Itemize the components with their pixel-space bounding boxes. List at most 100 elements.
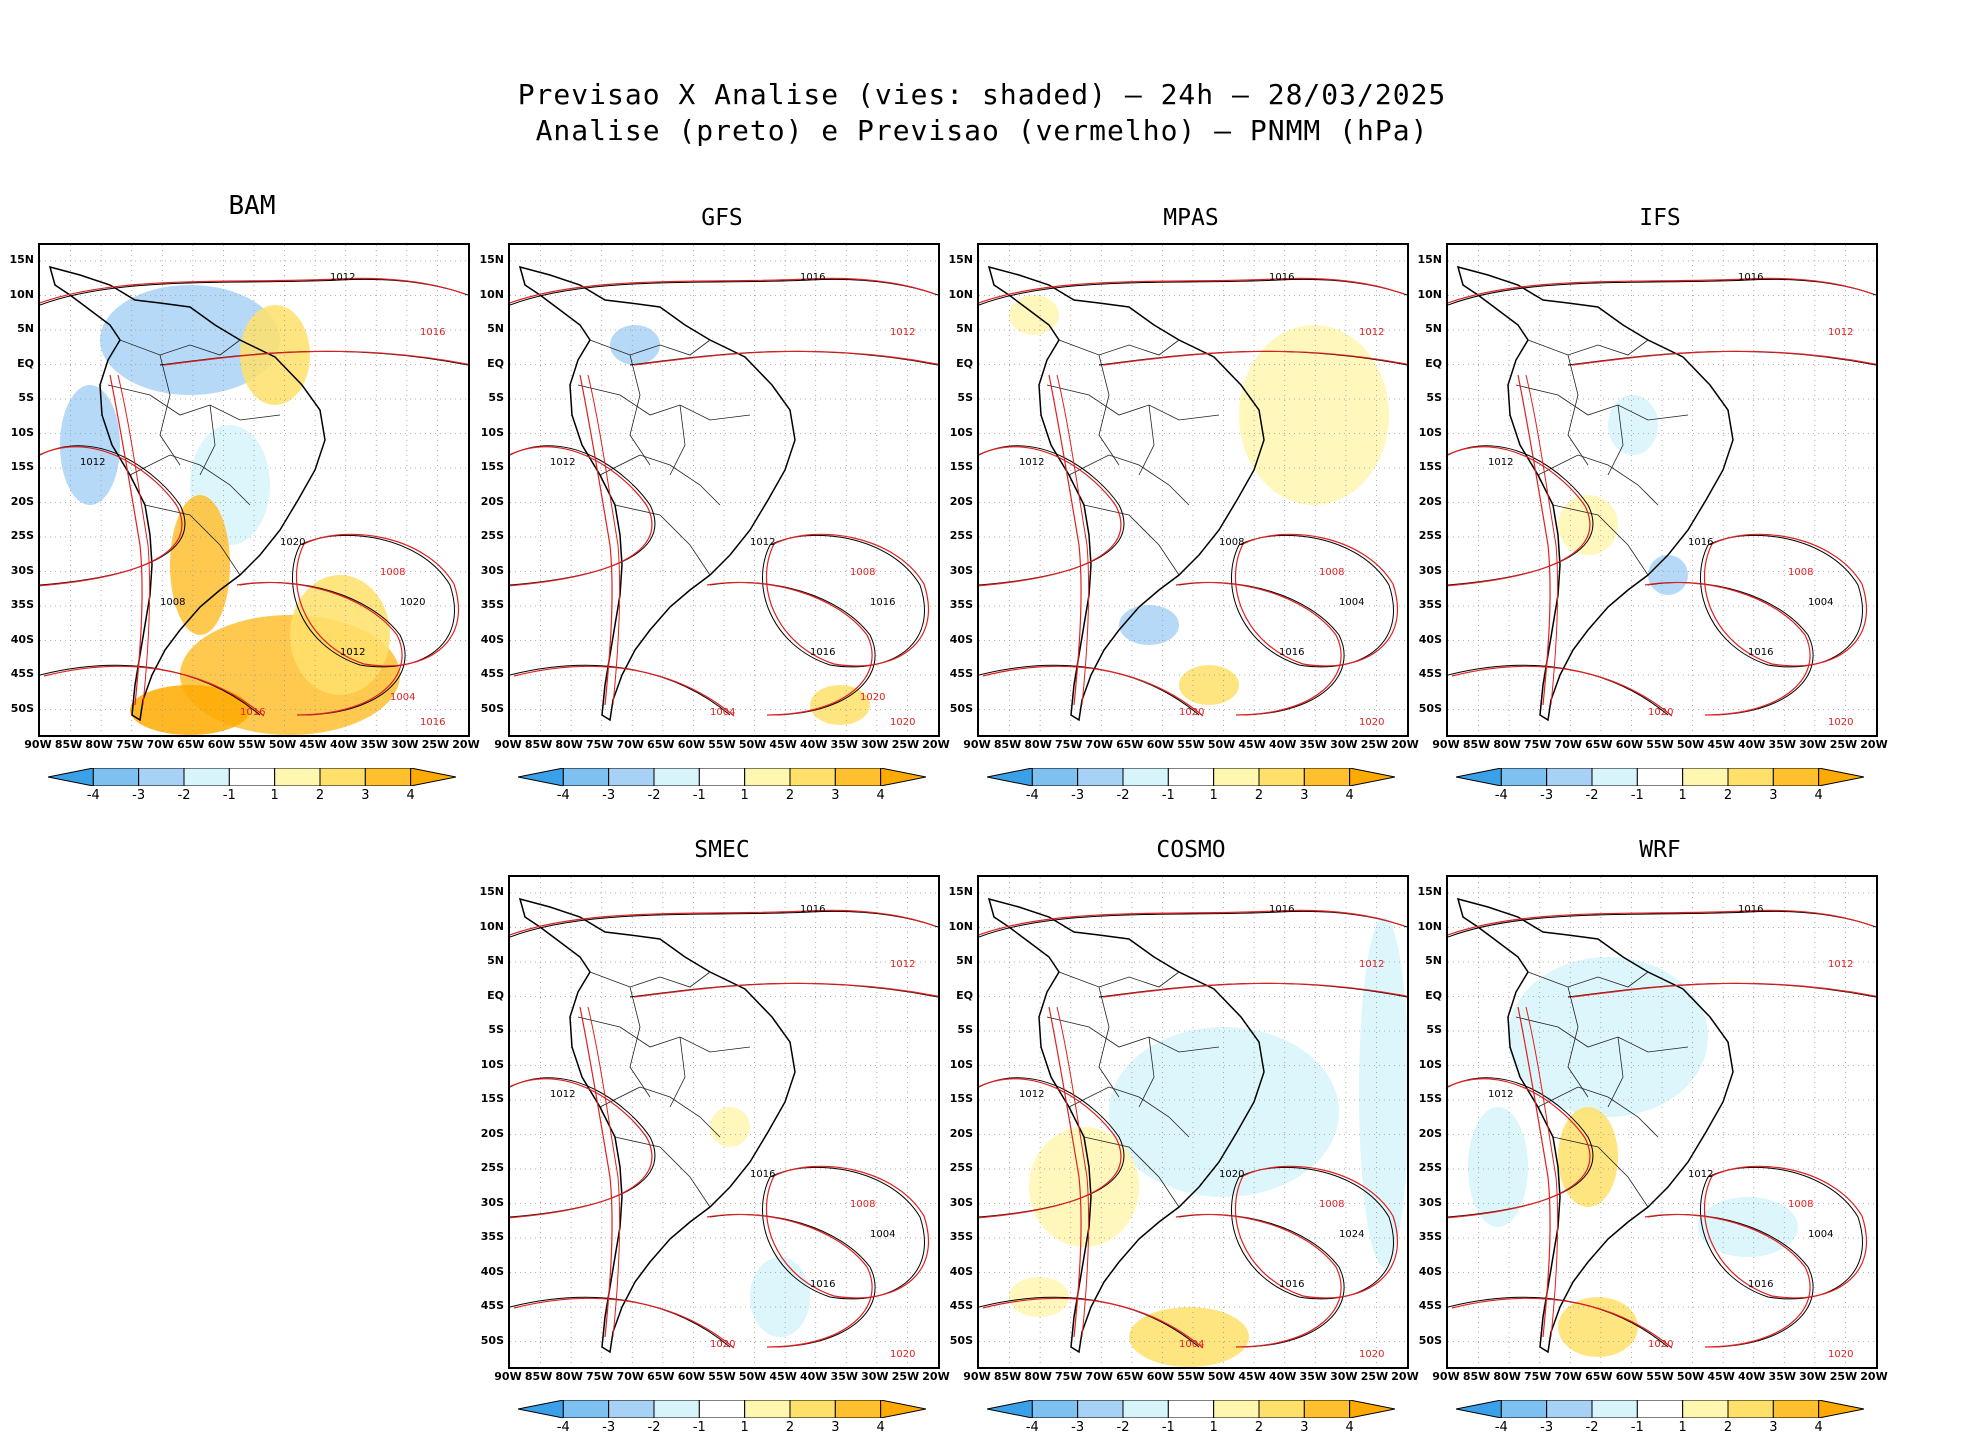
lon-tick-label: 45W: [299, 738, 327, 751]
lat-tick-label: 50S: [1418, 1333, 1442, 1347]
lat-tick-label: 15S: [10, 460, 34, 473]
isobar-label: 1020: [890, 1349, 915, 1360]
lat-tick-label: EQ: [956, 356, 973, 370]
lon-tick-label: 65W: [1116, 1370, 1144, 1383]
colorbar-label: 2: [1254, 1420, 1264, 1435]
lat-tick-label: 35S: [1418, 1230, 1442, 1243]
isobar-label: 1012: [1828, 327, 1853, 338]
lat-tick-label: 5S: [957, 1023, 973, 1036]
colorbar-swatch: [1303, 767, 1351, 787]
bias-shade: [1119, 605, 1179, 645]
lat-tick-label: 15N: [479, 885, 504, 898]
colorbar-swatch: [1818, 1399, 1865, 1419]
lat-tick-label: 20S: [10, 494, 34, 508]
colorbar-swatch: [1818, 767, 1865, 787]
colorbar-label: 2: [785, 788, 795, 803]
colorbar-swatch: [1727, 1399, 1774, 1419]
colorbar-swatch: [653, 1399, 700, 1419]
lon-tick-label: 45W: [1707, 1370, 1735, 1383]
lat-tick-label: 10S: [949, 1057, 973, 1071]
colorbar-label: 4: [1814, 788, 1823, 803]
figure-title-line-2: Analise (preto) e Previsao (vermelho) – …: [535, 114, 1429, 147]
isobar-label: 1012: [1359, 327, 1384, 338]
lon-tick-label: 75W: [115, 738, 144, 751]
bias-shade: [750, 1257, 810, 1337]
lat-tick-label: EQ: [487, 356, 504, 370]
lat-tick-label: 50S: [10, 701, 34, 715]
lon-tick-label: 35W: [1299, 1370, 1327, 1383]
lon-tick-label: 25W: [1360, 1370, 1389, 1383]
colorbar-label: -1: [692, 1420, 706, 1435]
lon-tick-label: 65W: [1585, 1370, 1613, 1383]
colorbar-swatch: [1077, 767, 1124, 787]
lat-tick-label: 15N: [1417, 885, 1442, 898]
colorbar-swatch: [1772, 1399, 1820, 1419]
lon-tick-label: 55W: [1646, 738, 1674, 751]
lat-tick-label: 20S: [949, 1126, 973, 1140]
lon-tick-label: 85W: [1462, 1370, 1491, 1383]
lon-tick-label: 40W: [1268, 1370, 1297, 1383]
lat-tick-label: 45S: [480, 667, 504, 680]
colorbar-swatch: [880, 1399, 927, 1419]
lon-tick-label: 60W: [207, 738, 236, 751]
isobar-label: 1004: [1808, 1229, 1833, 1240]
lat-tick-label: 10N: [948, 919, 973, 933]
isobar-label: 1012: [1359, 959, 1384, 970]
colorbar-swatch: [1636, 1399, 1684, 1419]
lat-tick-label: 25S: [10, 529, 34, 542]
colorbar-swatch: [653, 767, 700, 787]
colorbar-cosmo: -4 -3 -2 -1 1 2 3 4: [986, 1399, 1396, 1435]
lon-tick-label: 75W: [585, 1370, 614, 1383]
colorbar-swatch: [183, 767, 230, 787]
isobar-label: 1004: [710, 707, 735, 718]
bias-shade: [1029, 1127, 1139, 1247]
colorbar-swatch: [1636, 767, 1684, 787]
isobar-label: 1016: [1279, 647, 1304, 658]
lat-tick-label: 20S: [949, 494, 973, 508]
bias-shade: [1359, 917, 1407, 1267]
bias-shade: [1608, 395, 1658, 455]
lat-tick-label: 40S: [1418, 632, 1442, 646]
lon-tick-label: 60W: [1615, 738, 1644, 751]
isobar-label: 1020: [890, 717, 915, 728]
bias-shade: [710, 1107, 750, 1147]
colorbar-ifs: -4 -3 -2 -1 1 2 3 4: [1455, 767, 1865, 803]
isobar-label: 1008: [1219, 537, 1244, 548]
colorbar-label: 2: [315, 788, 325, 803]
lon-tick-label: 80W: [1493, 738, 1521, 751]
lon-tick-label: 90W: [24, 738, 52, 751]
lon-tick-label: 70W: [1085, 1370, 1113, 1383]
lat-tick-label: EQ: [1425, 988, 1442, 1002]
lon-tick-label: 25W: [1829, 738, 1858, 751]
colorbar-label: -2: [1116, 788, 1130, 803]
map-bam: 1012 1016 1012 1008 1012 1016 1020 1016 1020 1004…: [38, 243, 470, 737]
lon-tick-label: 40W: [799, 738, 828, 751]
bias-shade: [1468, 1107, 1528, 1227]
lon-tick-label: 45W: [1238, 1370, 1266, 1383]
colorbar-label: -4: [1025, 1420, 1039, 1435]
lon-tick-label: 50W: [1676, 1370, 1705, 1383]
isobar-label: 1012: [890, 959, 915, 970]
colorbar-label: 1: [740, 788, 749, 803]
colorbar-swatch: [1591, 1399, 1638, 1419]
colorbar-swatch: [986, 1399, 1033, 1419]
colorbar-label: -4: [556, 1420, 570, 1435]
lat-tick-label: 20S: [1418, 494, 1442, 508]
lat-tick-label: 5S: [1426, 1023, 1442, 1036]
lon-tick-label: 65W: [647, 1370, 675, 1383]
lon-tick-label: 60W: [1146, 738, 1175, 751]
colorbar-swatch: [1031, 1399, 1079, 1419]
colorbar-label: 1: [740, 1420, 749, 1435]
lat-tick-label: 15S: [1418, 1092, 1442, 1105]
colorbar-swatch: [1682, 767, 1729, 787]
lon-tick-label: 65W: [647, 738, 675, 751]
isobar-label: 1012: [1019, 457, 1044, 468]
isobar-label: 1008: [1788, 567, 1813, 578]
lon-tick-label: 25W: [421, 738, 450, 751]
lat-tick-label: 10N: [479, 919, 504, 933]
colorbar-smec: -4 -3 -2 -1 1 2 3 4: [517, 1399, 927, 1435]
lat-tick-label: 30S: [949, 563, 973, 577]
bias-shade: [100, 285, 280, 395]
colorbar-swatch: [744, 1399, 791, 1419]
lat-tick-label: 50S: [949, 701, 973, 715]
